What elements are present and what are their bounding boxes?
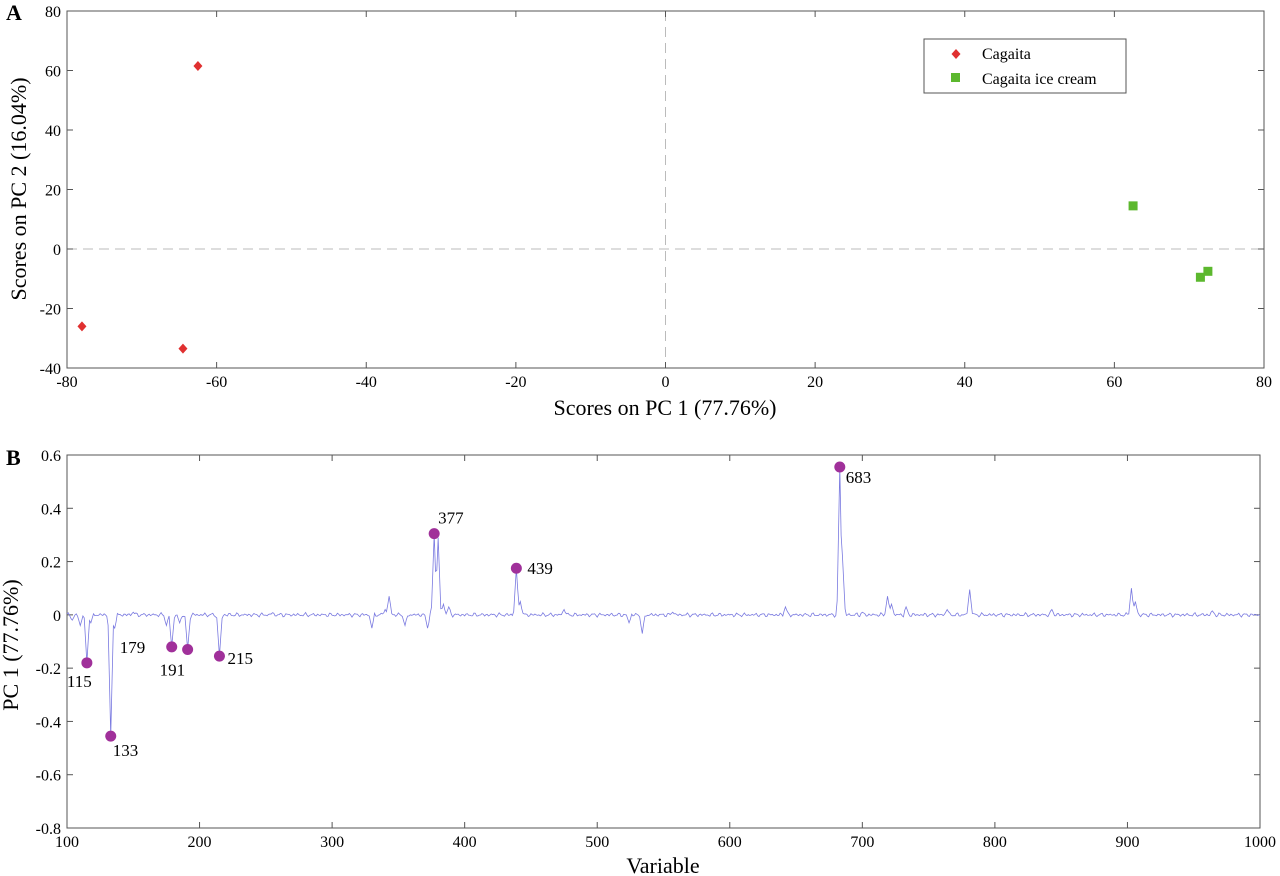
scores-plot: A -80 -60 -40 -20 0 20 40 60 80 -40 -20 0 20 40 60 80 C…	[6, 0, 1272, 420]
x-tick-label-b: 200	[188, 834, 212, 851]
x-axis-label-b: Variable	[626, 853, 699, 876]
y-tick-label-b: 0	[53, 608, 61, 625]
y-tick-label-b: 0.2	[41, 555, 61, 572]
y-tick-label-b: 0.4	[41, 501, 61, 518]
legend-diamond-marker	[951, 49, 961, 59]
y-tick-label-b: -0.8	[36, 821, 61, 838]
x-tick-label-b: 800	[983, 834, 1007, 851]
y-tick-label-a: 80	[45, 4, 61, 21]
legend-box	[923, 38, 1127, 94]
loading-marker-215	[213, 650, 225, 662]
y-tick-label-a: 40	[45, 123, 61, 140]
x-tick-label-b: 300	[320, 834, 344, 851]
y-tick-label-a: 20	[45, 183, 61, 200]
y-tick-label-a: 60	[45, 64, 61, 81]
loading-label-115: 115	[67, 672, 92, 691]
x-tick-label-a: 80	[1256, 374, 1272, 391]
loading-label-377: 377	[438, 509, 464, 528]
score-point-cagaita	[178, 343, 188, 354]
loading-label-215: 215	[227, 649, 253, 668]
loadings-plot: B 100 200 300 400 500 600 700 800 900 1000 -0.8 -0.…	[0, 445, 1276, 876]
legend-square-marker	[951, 73, 960, 82]
loading-label-439: 439	[527, 559, 553, 578]
loading-marker-191	[182, 643, 194, 655]
loading-marker-115	[81, 657, 93, 669]
panel-label-b: B	[6, 445, 21, 470]
loading-label-683: 683	[846, 468, 872, 487]
y-tick-label-b: -0.4	[36, 714, 61, 731]
loading-marker-179	[166, 641, 178, 653]
x-tick-label-a: -80	[56, 374, 77, 391]
y-tick-label-b: 0.6	[41, 448, 61, 465]
x-tick-label-a: -40	[356, 374, 377, 391]
x-tick-label-b: 600	[718, 834, 742, 851]
loading-marker-377	[428, 528, 440, 540]
loading-marker-133	[105, 730, 117, 742]
x-axis-label-a: Scores on PC 1 (77.76%)	[553, 395, 776, 420]
y-axis-label-b: PC 1 (77.76%)	[0, 579, 23, 710]
x-tick-label-a: 60	[1106, 374, 1122, 391]
x-tick-label-b: 900	[1115, 834, 1139, 851]
loading-marker-683	[834, 461, 846, 473]
plot-frame-b	[66, 454, 1261, 829]
score-point-cagaita	[77, 321, 87, 332]
x-tick-label-a: 40	[957, 374, 973, 391]
y-tick-label-b: -0.2	[36, 661, 61, 678]
x-tick-label-a: -60	[206, 374, 227, 391]
x-tick-label-a: 20	[807, 374, 823, 391]
score-point-ice-cream	[1195, 272, 1205, 282]
x-tick-label-a: -20	[505, 374, 526, 391]
x-tick-label-b: 500	[585, 834, 609, 851]
x-tick-label-b: 1000	[1244, 834, 1276, 851]
x-tick-label-b: 700	[850, 834, 874, 851]
loading-label-133: 133	[113, 741, 139, 760]
x-tick-label-b: 100	[55, 834, 79, 851]
y-tick-label-a: 0	[53, 242, 61, 259]
x-tick-label-b: 400	[453, 834, 477, 851]
loading-label-179: 179	[120, 638, 146, 657]
y-tick-label-a: -40	[40, 361, 61, 378]
score-point-ice-cream	[1203, 266, 1213, 276]
panel-label-a: A	[6, 0, 22, 25]
y-tick-label-b: -0.6	[36, 768, 61, 785]
score-point-ice-cream	[1128, 201, 1138, 211]
loading-marker-439	[510, 562, 522, 574]
legend-entry-cagaita: Cagaita	[982, 46, 1031, 63]
legend: Cagaita Cagaita ice cream	[923, 38, 1127, 94]
loadings-line	[66, 466, 1261, 737]
legend-entry-ice-cream: Cagaita ice cream	[982, 71, 1097, 88]
x-tick-label-a: 0	[662, 374, 670, 391]
loading-label-191: 191	[160, 660, 186, 679]
y-tick-label-a: -20	[40, 302, 61, 319]
y-axis-label-a: Scores on PC 2 (16.04%)	[6, 77, 31, 300]
score-point-cagaita	[193, 61, 203, 72]
